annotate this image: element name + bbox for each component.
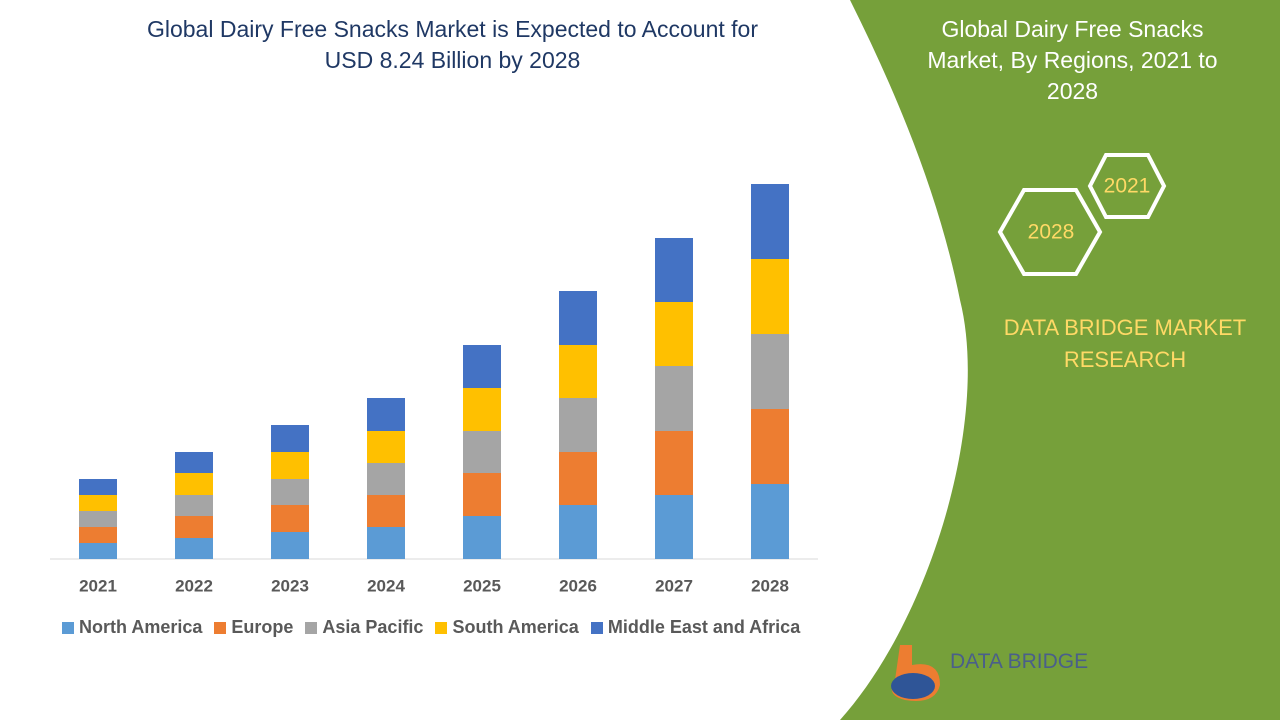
logo-mark [891, 673, 935, 699]
bar-segment [79, 543, 117, 559]
chart-title: Global Dairy Free Snacks Market is Expec… [146, 16, 759, 73]
legend-item: Middle East and Africa [590, 617, 801, 638]
bar-segment [559, 398, 597, 452]
bar-segment [271, 532, 309, 559]
logo-text: DATA BRIDGE [950, 650, 1089, 673]
hex-label: 2021 [1104, 175, 1151, 198]
bar-segment [271, 479, 309, 505]
bar-segment [655, 366, 693, 431]
bar-segment [271, 425, 309, 452]
legend-item: Asia Pacific [305, 617, 423, 638]
x-tick-label: 2021 [79, 576, 117, 595]
bar-segment [751, 484, 789, 559]
legend-item: South America [435, 617, 579, 638]
legend-swatch [590, 621, 603, 634]
bar-segment [655, 302, 693, 366]
hexagon [997, 188, 1103, 276]
bar-segment [175, 538, 213, 559]
bar-segment [559, 452, 597, 505]
bar-segment [175, 452, 213, 473]
bar-segment [751, 184, 789, 259]
side-panel [840, 0, 1280, 720]
bar-segment [79, 527, 117, 543]
x-tick-label: 2024 [367, 576, 405, 595]
x-tick-label: 2027 [655, 576, 693, 595]
bar-segment [559, 505, 597, 559]
x-tick-label: 2023 [271, 576, 309, 595]
legend-item: North America [62, 617, 202, 638]
bar-segment [463, 473, 501, 516]
bar-segment [559, 345, 597, 398]
legend: North America Europe Asia Pacific South Ame… [62, 617, 800, 638]
bar-segment [79, 495, 117, 511]
bar-segment [655, 495, 693, 559]
bar-segment [367, 398, 405, 431]
bar-segment [655, 431, 693, 495]
bar-segment [655, 238, 693, 302]
legend-label: Asia Pacific [322, 617, 424, 637]
bar-segment [751, 259, 789, 334]
bar-segment [463, 516, 501, 559]
bar-segment [367, 431, 405, 463]
bar-segment [559, 291, 597, 345]
bar-segment [79, 511, 117, 527]
legend-swatch [62, 621, 74, 634]
hexagon [1087, 153, 1167, 219]
x-tick-label: 2026 [559, 576, 597, 595]
bar-segment [367, 495, 405, 527]
bar-segment [175, 516, 213, 538]
x-tick-label: 2028 [751, 576, 789, 595]
bar-segment [79, 479, 117, 495]
legend-swatch [305, 621, 318, 634]
bar-segment [751, 409, 789, 484]
legend-label: Europe [231, 617, 294, 637]
bar-segment [271, 505, 309, 532]
x-tick-label: 2022 [175, 576, 213, 595]
legend-item: Europe [214, 617, 293, 638]
legend-label: Middle East and Africa [607, 617, 801, 637]
legend-swatch [435, 621, 448, 634]
hex-label: 2028 [1028, 221, 1075, 244]
bar-segment [751, 334, 789, 409]
bar-segment [271, 452, 309, 479]
bar-segment [367, 463, 405, 495]
bar-segment [463, 345, 501, 388]
x-tick-label: 2025 [463, 576, 501, 595]
brand: DATA BRIDGE MARKET RESEARCH [1003, 315, 1247, 372]
bar-segment [175, 495, 213, 516]
bar-segment [463, 431, 501, 473]
legend-label: South America [452, 617, 579, 637]
bar-segment [367, 527, 405, 559]
bar-segment [463, 388, 501, 431]
legend-label: North America [79, 617, 203, 637]
bar-segment [175, 473, 213, 495]
panel-title: Global Dairy Free Snacks Market, By Regi… [927, 16, 1218, 104]
legend-swatch [214, 621, 227, 634]
